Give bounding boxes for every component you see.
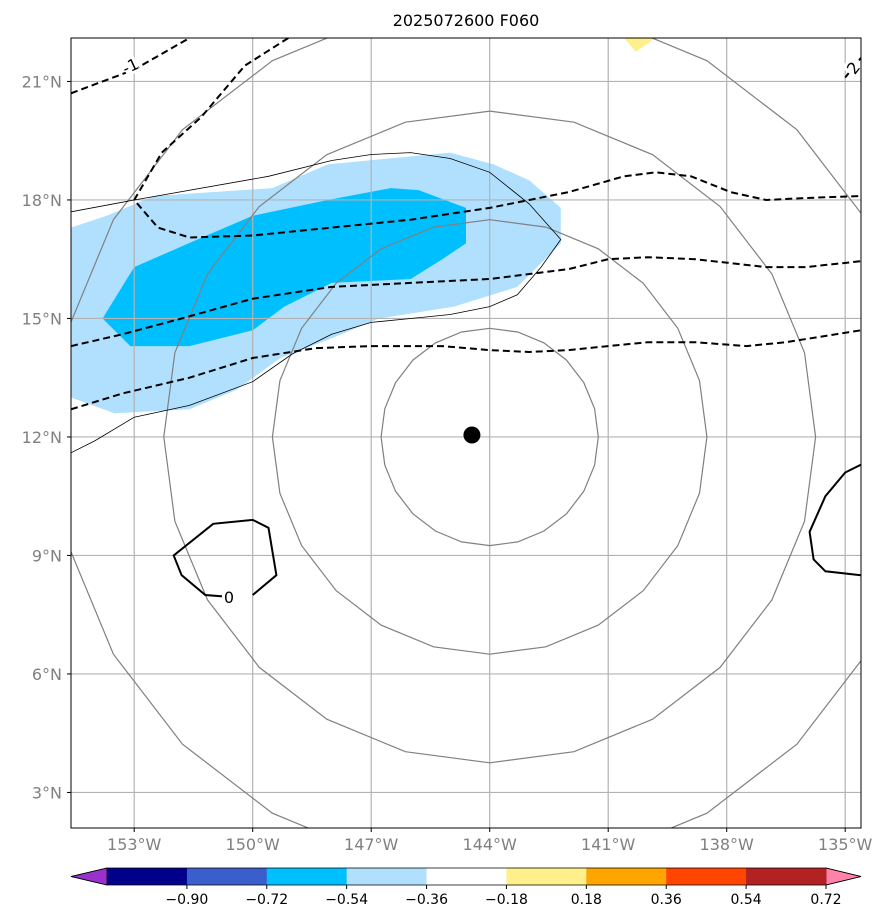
dashed-contour-line xyxy=(132,38,861,239)
storm-center-marker xyxy=(463,426,481,444)
colorbar-tick-label: −0.90 xyxy=(165,892,208,908)
chart-title: 2025072600 F060 xyxy=(393,11,540,30)
colorbar-extend-high xyxy=(825,867,862,886)
center-marker-layer xyxy=(463,426,481,444)
x-tick-label: 141°W xyxy=(581,835,636,854)
colorbar-segment xyxy=(346,868,428,885)
solid-contour-line xyxy=(808,463,861,577)
colorbar-tick-label: 0.36 xyxy=(651,892,682,908)
colorbar-outline xyxy=(70,867,862,886)
dashed-contour-line xyxy=(71,329,861,411)
x-tick-label: 153°W xyxy=(107,835,162,854)
contour-label-background xyxy=(222,587,236,606)
filled-area xyxy=(624,38,656,52)
range-ring xyxy=(71,38,861,828)
colorbar-segment xyxy=(186,868,268,885)
x-tick-label: 144°W xyxy=(463,835,518,854)
x-tick-label: 150°W xyxy=(226,835,281,854)
colorbar-tick-label: −0.18 xyxy=(485,892,528,908)
plot-frame xyxy=(70,37,862,829)
contour-labels: -1 20 xyxy=(119,54,865,607)
colorbar-tick-label: 0.18 xyxy=(571,892,602,908)
range-ring xyxy=(163,110,817,764)
colorbar-tick-label: −0.36 xyxy=(405,892,448,908)
dashed-contour-line xyxy=(71,256,861,348)
colorbar-segment xyxy=(107,868,188,885)
map-plot-area xyxy=(71,38,861,828)
x-tick-label: 147°W xyxy=(344,835,399,854)
contour-label: 0 xyxy=(224,588,234,607)
colorbar: −0.90 −0.72 −0.54 −0.36 −0.18 0.18 0.36 0.54 0.7… xyxy=(70,867,862,908)
filled-areas xyxy=(71,38,656,414)
colorbar-extend-low xyxy=(70,867,108,886)
y-tick-label: 21°N xyxy=(22,72,62,91)
thin-contour-line xyxy=(71,152,562,454)
y-tick-label: 6°N xyxy=(32,665,62,684)
solid-contour-line xyxy=(172,518,278,598)
y-tick-label: 3°N xyxy=(32,783,62,802)
contour-label-background xyxy=(120,54,141,77)
y-tick-label: 18°N xyxy=(22,191,62,210)
colorbar-tick-label: 0.54 xyxy=(731,892,762,908)
thin-contours xyxy=(71,152,562,454)
range-ring xyxy=(271,219,708,655)
x-tick-label: 135°W xyxy=(818,835,873,854)
y-tick-label: 12°N xyxy=(22,428,62,447)
contour-label-background xyxy=(841,56,865,79)
colorbar-segment xyxy=(506,868,587,885)
x-tick-label: 138°W xyxy=(700,835,755,854)
colorbar-tick-label: −0.72 xyxy=(245,892,288,908)
y-tick-label: 9°N xyxy=(32,546,62,565)
range-ring xyxy=(380,327,599,547)
colorbar-segment xyxy=(426,868,507,885)
colorbar-tick-label: 0.72 xyxy=(810,892,841,908)
colorbar-segment xyxy=(266,868,348,885)
range-rings xyxy=(71,38,861,828)
contour-label: -1 xyxy=(119,54,141,78)
colorbar-segment xyxy=(666,868,747,885)
y-tick-label: 15°N xyxy=(22,309,62,328)
axis-ticks: 153°W 150°W 147°W 144°W 141°W 138°W 135°W 3°N 6°… xyxy=(22,72,873,854)
colorbar-tick-label: −0.54 xyxy=(325,892,368,908)
colorbar-segment xyxy=(746,868,827,885)
colorbar-segment xyxy=(586,868,667,885)
